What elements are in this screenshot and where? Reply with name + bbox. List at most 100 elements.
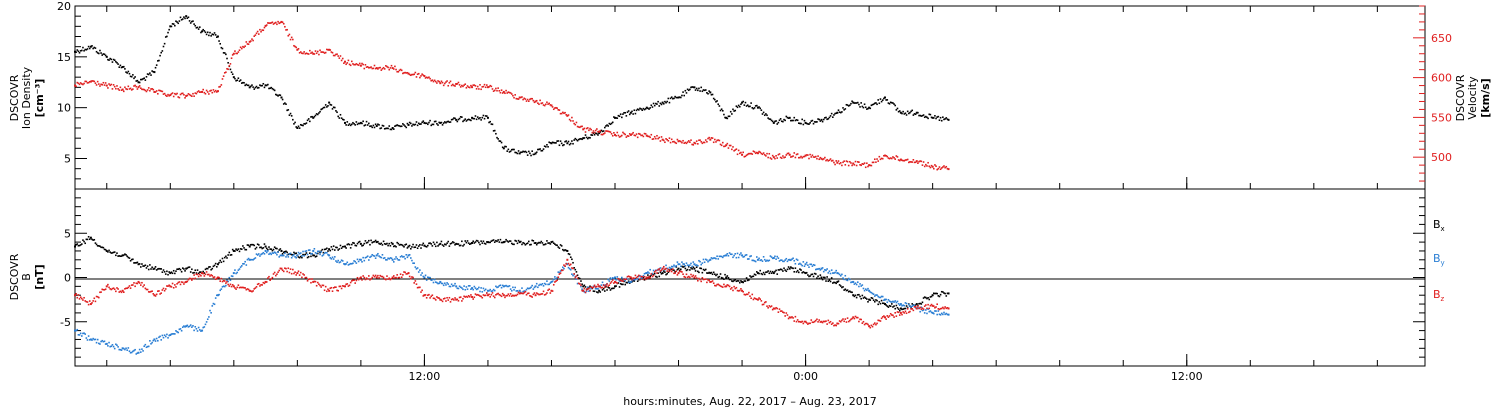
data-point-fill <box>377 252 379 255</box>
data-point-fill <box>532 293 535 296</box>
data-point-fill <box>917 306 919 309</box>
data-point-fill <box>157 92 159 95</box>
data-point-fill <box>371 253 374 256</box>
data-point-fill <box>845 321 848 323</box>
data-point-fill <box>468 86 471 89</box>
data-point-fill <box>368 239 370 242</box>
data-point-fill <box>225 255 227 258</box>
data-point-fill <box>927 303 929 306</box>
data-point-fill <box>847 277 850 280</box>
data-point-fill <box>149 340 151 342</box>
data-point-fill <box>699 139 701 141</box>
data-point <box>645 272 648 275</box>
data-point-fill <box>324 104 327 106</box>
data-point-fill <box>301 255 303 257</box>
data-point <box>312 254 315 257</box>
data-point-fill <box>808 275 810 278</box>
data-point-fill <box>120 349 123 351</box>
data-point-fill <box>631 280 633 283</box>
data-point-fill <box>95 295 98 298</box>
data-point <box>359 64 362 67</box>
data-point-fill <box>436 82 438 84</box>
data-point-fill <box>117 63 119 65</box>
data-point-fill <box>431 123 434 126</box>
data-point-fill <box>926 307 928 310</box>
data-point-fill <box>120 255 123 257</box>
data-point-fill <box>685 273 688 276</box>
data-point-fill <box>802 155 805 158</box>
data-point-fill <box>287 256 290 258</box>
data-point-fill <box>689 269 691 271</box>
data-point-fill <box>893 305 895 307</box>
data-point-fill <box>583 127 586 130</box>
data-point-fill <box>442 122 445 124</box>
data-point-fill <box>813 264 816 267</box>
data-point-fill <box>236 52 239 55</box>
data-point-fill <box>721 109 724 112</box>
data-point-fill <box>712 257 715 259</box>
data-point-fill <box>828 116 831 119</box>
data-point-fill <box>881 316 884 318</box>
data-point-fill <box>860 297 862 300</box>
data-point-fill <box>319 110 321 113</box>
data-point-fill <box>402 256 404 258</box>
data-point-fill <box>352 63 354 65</box>
data-point-fill <box>795 119 798 121</box>
data-point <box>804 263 807 266</box>
data-point-fill <box>513 148 515 151</box>
data-point <box>248 258 251 261</box>
data-point-fill <box>864 322 867 325</box>
data-point-fill <box>792 119 794 122</box>
data-point-fill <box>540 284 543 286</box>
data-point-fill <box>670 265 673 268</box>
data-point-fill <box>155 90 158 92</box>
data-point-fill <box>817 118 819 120</box>
data-point-fill <box>273 246 276 248</box>
data-point-fill <box>707 272 709 274</box>
data-point-fill <box>898 309 901 312</box>
data-point-fill <box>832 272 834 274</box>
data-point-fill <box>717 283 720 286</box>
data-point-fill <box>902 304 904 306</box>
data-point-fill <box>129 259 132 262</box>
data-point-fill <box>499 294 502 297</box>
data-point-fill <box>506 285 509 288</box>
data-point <box>359 276 362 279</box>
data-point-fill <box>875 294 877 296</box>
data-point-fill <box>358 240 361 243</box>
data-point <box>455 118 458 121</box>
data-point-fill <box>265 251 268 254</box>
data-point-fill <box>402 72 404 75</box>
data-point-fill <box>408 244 411 247</box>
data-point-fill <box>880 157 883 160</box>
data-point-fill <box>577 282 580 285</box>
data-point-fill <box>223 72 226 74</box>
data-point-fill <box>918 302 920 305</box>
data-point-fill <box>782 155 784 157</box>
data-point-fill <box>641 277 644 280</box>
data-point-fill <box>501 292 504 295</box>
data-point-fill <box>752 259 755 262</box>
data-point-fill <box>409 257 412 259</box>
data-point-fill <box>331 108 334 110</box>
data-point-fill <box>297 256 300 258</box>
data-point-fill <box>163 334 166 337</box>
data-point-fill <box>289 38 292 41</box>
data-point-fill <box>128 257 131 259</box>
data-point-fill <box>85 300 88 303</box>
data-point-fill <box>797 122 800 124</box>
data-point-fill <box>754 274 757 276</box>
data-point-fill <box>927 308 929 310</box>
data-point-fill <box>759 151 762 154</box>
data-point-fill <box>510 295 513 297</box>
data-point-fill <box>362 63 364 66</box>
data-point-fill <box>214 278 217 281</box>
data-point-fill <box>155 337 158 340</box>
data-point-fill <box>261 284 263 286</box>
data-point-fill <box>580 285 582 288</box>
data-point <box>820 118 823 121</box>
bottom-ylabel-left-line2: B <box>20 273 33 281</box>
data-point-fill <box>928 165 931 168</box>
data-point-fill <box>644 278 647 281</box>
data-point-fill <box>406 256 409 259</box>
